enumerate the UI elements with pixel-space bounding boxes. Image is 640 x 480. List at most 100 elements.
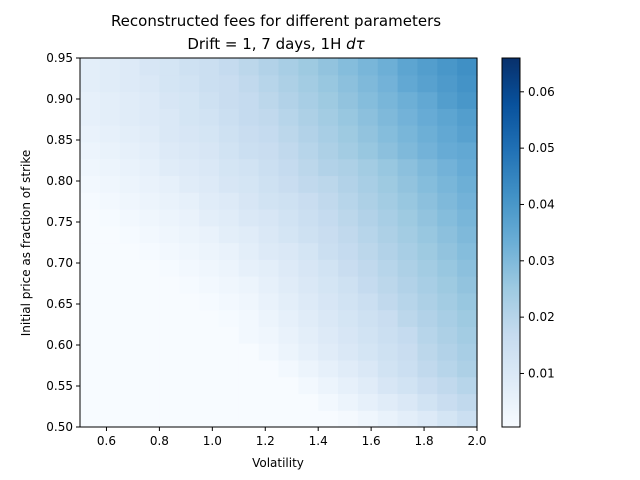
heatmap-cell — [119, 58, 141, 76]
heatmap-cell — [199, 208, 220, 227]
x-tick-label: 2.0 — [467, 434, 486, 448]
heatmap-cell — [159, 276, 180, 294]
heatmap-cell — [199, 292, 220, 311]
heatmap-cell — [298, 276, 319, 294]
heatmap-cell — [298, 192, 319, 210]
heatmap-cell — [258, 292, 280, 311]
heatmap-cell — [179, 376, 200, 395]
heatmap-cell — [258, 125, 280, 143]
heatmap-cell — [457, 292, 478, 311]
heatmap-cell — [278, 91, 299, 109]
x-tick-label: 1.6 — [362, 434, 381, 448]
heatmap-cell — [298, 74, 319, 93]
heatmap-cell — [218, 309, 240, 327]
heatmap-cell — [199, 125, 220, 143]
heatmap-cell — [199, 410, 220, 428]
heatmap-cell — [99, 158, 121, 177]
heatmap-cell — [218, 58, 240, 76]
heatmap-cell — [437, 359, 458, 378]
heatmap-cell — [417, 410, 438, 428]
heatmap-cell — [278, 309, 299, 327]
heatmap-cell — [278, 225, 299, 244]
heatmap-cell — [318, 125, 339, 143]
heatmap-cell — [218, 359, 240, 378]
heatmap-cell — [218, 242, 240, 260]
heatmap-cell — [199, 91, 220, 109]
heatmap-cell — [139, 376, 160, 395]
heatmap-cell — [278, 158, 299, 177]
x-tick-label: 0.8 — [150, 434, 169, 448]
heatmap-cell — [258, 192, 280, 210]
heatmap-cell — [179, 343, 200, 361]
heatmap-cell — [218, 225, 240, 244]
heatmap-cell — [298, 58, 319, 76]
heatmap-cell — [199, 141, 220, 160]
heatmap-cell — [357, 91, 379, 109]
heatmap-cell — [338, 225, 359, 244]
heatmap-cell — [377, 343, 399, 361]
heatmap-cell — [318, 326, 339, 344]
heatmap-cell — [457, 259, 478, 277]
heatmap-cell — [417, 225, 438, 244]
heatmap-cell — [238, 410, 260, 428]
heatmap-cell — [119, 292, 141, 311]
heatmap-cell — [119, 326, 141, 344]
heatmap-cell — [99, 309, 121, 327]
heatmap-cell — [457, 58, 478, 76]
heatmap-cell — [298, 393, 319, 411]
heatmap-cell — [298, 410, 319, 428]
heatmap-cell — [199, 309, 220, 327]
heatmap-cell — [238, 141, 260, 160]
heatmap-cell — [159, 309, 180, 327]
heatmap-cell — [139, 292, 160, 311]
heatmap-cell — [397, 326, 419, 344]
heatmap-cell — [417, 292, 438, 311]
heatmap-cell — [159, 259, 180, 277]
heatmap-cell — [338, 326, 359, 344]
heatmap-cell — [318, 208, 339, 227]
heatmap-cell — [298, 259, 319, 277]
y-tick-label: 0.80 — [46, 174, 73, 188]
heatmap-cell — [298, 108, 319, 126]
y-tick-label: 0.55 — [46, 379, 73, 393]
heatmap-cell — [238, 74, 260, 93]
heatmap-cell — [218, 343, 240, 361]
heatmap-cell — [80, 410, 101, 428]
heatmap-cell — [318, 58, 339, 76]
heatmap-cell — [318, 141, 339, 160]
heatmap-cell — [338, 158, 359, 177]
heatmap-cell — [397, 393, 419, 411]
heatmap-cell — [199, 343, 220, 361]
x-tick-label: 1.0 — [203, 434, 222, 448]
heatmap-cell — [139, 359, 160, 378]
colorbar-tick-label: 0.03 — [528, 254, 555, 268]
heatmap-cell — [318, 158, 339, 177]
chart-title-line2: Drift = 1, 7 days, 1H dτ — [187, 35, 365, 53]
heatmap-cell — [199, 326, 220, 344]
heatmap-cell — [218, 175, 240, 193]
heatmap-cell — [80, 343, 101, 361]
heatmap-cell — [457, 393, 478, 411]
heatmap-cell — [159, 326, 180, 344]
heatmap-cell — [357, 158, 379, 177]
heatmap-cell — [437, 410, 458, 428]
heatmap-cell — [278, 359, 299, 378]
heatmap-cell — [338, 393, 359, 411]
heatmap-cell — [258, 225, 280, 244]
heatmap-cell — [238, 208, 260, 227]
heatmap-cell — [437, 158, 458, 177]
heatmap-cell — [119, 192, 141, 210]
heatmap-cell — [417, 393, 438, 411]
heatmap-cell — [139, 141, 160, 160]
heatmap-cell — [99, 242, 121, 260]
heatmap-cell — [159, 410, 180, 428]
heatmap-cell — [417, 158, 438, 177]
heatmap-cell — [437, 141, 458, 160]
heatmap-cell — [437, 276, 458, 294]
heatmap-cell — [357, 376, 379, 395]
heatmap-cell — [159, 359, 180, 378]
heatmap-cell — [119, 158, 141, 177]
heatmap-cell — [80, 91, 101, 109]
heatmap-cell — [99, 376, 121, 395]
heatmap-cell — [159, 91, 180, 109]
